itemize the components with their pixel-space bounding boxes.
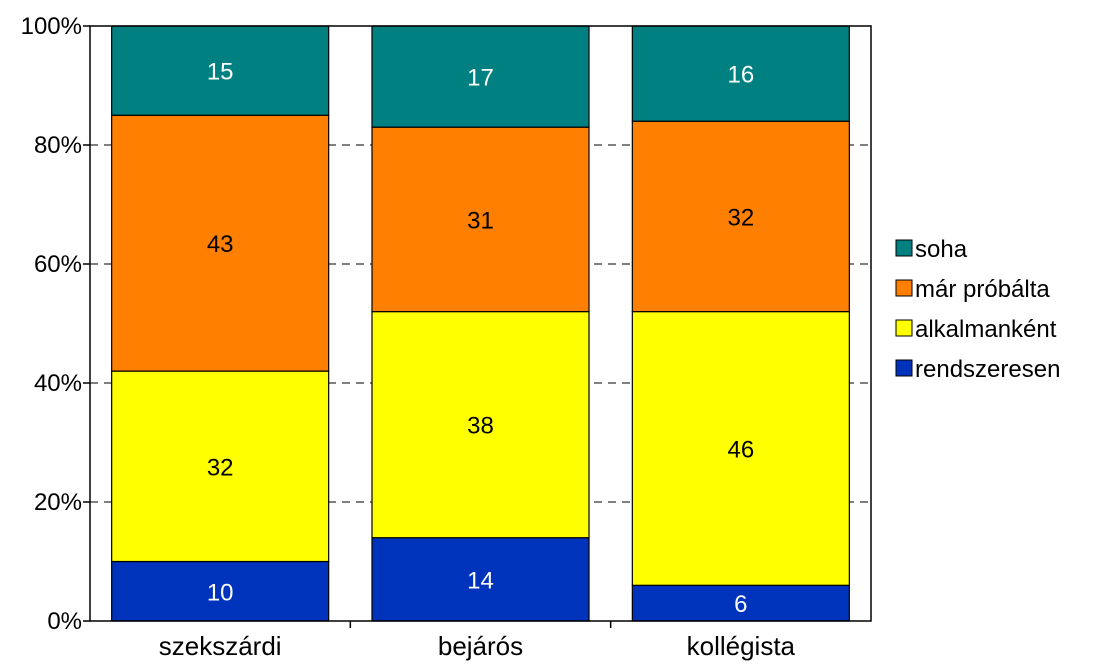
data-label: 14 <box>467 567 494 594</box>
y-tick-label: 0% <box>47 608 82 635</box>
bar-segment <box>631 584 850 622</box>
data-label: 46 <box>727 436 754 463</box>
y-tick-label: 20% <box>34 489 82 516</box>
legend-label: alkalmanként <box>915 316 1057 343</box>
data-label: 38 <box>467 413 494 440</box>
data-label: 32 <box>207 454 234 481</box>
data-label: 10 <box>207 579 234 606</box>
legend-swatch <box>895 239 913 257</box>
legend-label: soha <box>915 236 968 263</box>
legend-label: már próbálta <box>915 276 1050 303</box>
legend-swatch <box>895 279 913 297</box>
bar-segment <box>371 25 590 128</box>
bar-segment <box>371 537 590 622</box>
y-tick-label: 80% <box>34 132 82 159</box>
legend-swatch <box>895 319 913 337</box>
y-tick-label: 40% <box>34 370 82 397</box>
data-label: 17 <box>467 65 494 92</box>
y-tick-label: 60% <box>34 251 82 278</box>
y-tick-label: 100% <box>21 13 82 40</box>
data-label: 31 <box>467 207 494 234</box>
bar-segment <box>631 120 850 313</box>
data-label: 43 <box>207 231 234 258</box>
axes: 0% 20% 40% 60% 80% 100% szekszárdi bejárós kollé… <box>21 13 872 661</box>
bar-segment <box>111 560 330 622</box>
data-label: 32 <box>727 204 754 231</box>
data-label: 15 <box>207 59 234 86</box>
bar-segment <box>371 311 590 539</box>
bar-segment <box>631 25 850 122</box>
data-label: 16 <box>727 62 754 89</box>
plot-frame <box>89 25 872 622</box>
bar-segment <box>111 114 330 372</box>
bars: 10 32 43 15 14 38 31 17 6 46 32 16 <box>111 25 850 622</box>
category-label: bejárós <box>438 631 523 661</box>
bar-segment <box>371 126 590 313</box>
legend: soha már próbálta alkalmanként rendszeresen <box>895 236 1060 383</box>
legend-label: rendszeresen <box>915 356 1060 383</box>
legend-swatch <box>895 359 913 377</box>
category-label: kollégista <box>687 631 796 661</box>
bar-segment <box>111 25 330 116</box>
data-label: 6 <box>734 591 747 618</box>
category-label: szekszárdi <box>159 631 282 661</box>
bar-segment <box>111 370 330 563</box>
bar-segment <box>631 311 850 586</box>
